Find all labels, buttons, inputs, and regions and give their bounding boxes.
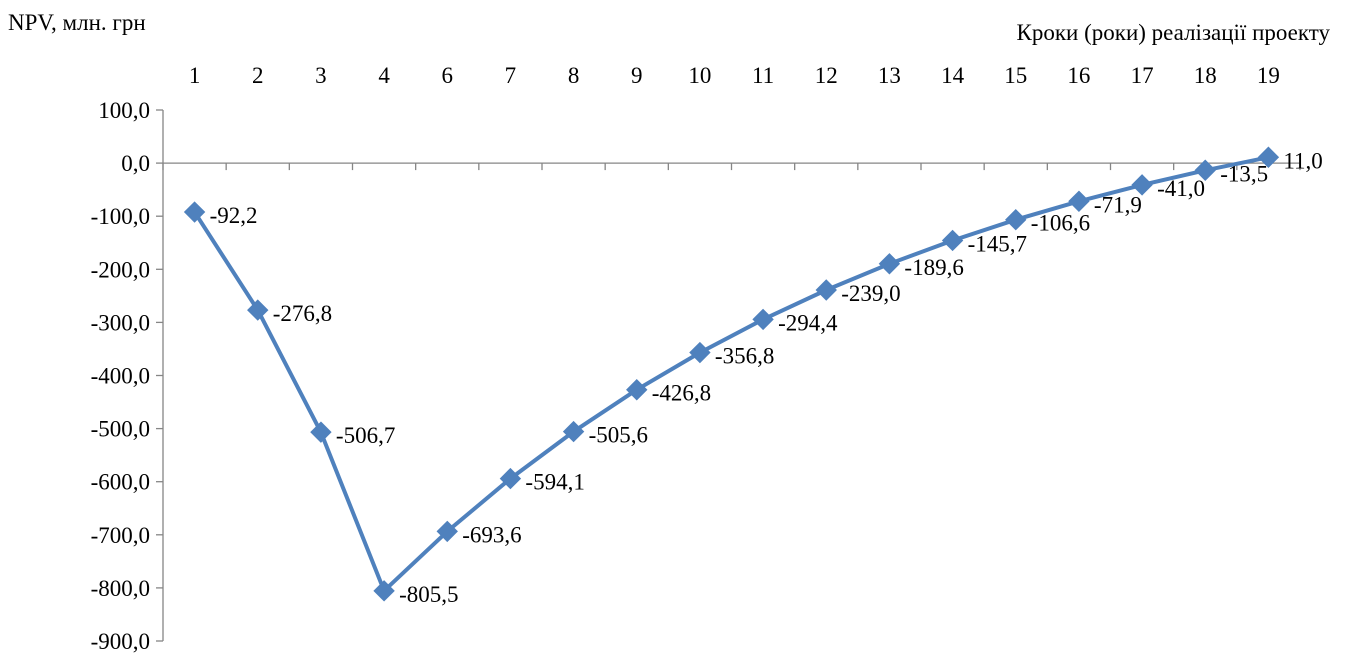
x-tick-label: 18 [1194,63,1217,88]
x-axis-title: Кроки (роки) реалізації проекту [1017,20,1331,45]
y-tick-label: -600,0 [91,470,150,495]
y-tick-label: -900,0 [91,629,150,654]
data-label: -506,7 [336,423,395,448]
x-tick-label: 11 [752,63,774,88]
data-point [878,253,901,275]
data-label: -505,6 [589,423,648,448]
x-tick-label: 12 [815,63,838,88]
data-label: -106,6 [1031,211,1090,236]
y-tick-label: -400,0 [91,364,150,389]
data-point [752,308,774,331]
data-point [1005,208,1027,231]
x-tick-label: 14 [941,63,965,88]
x-tick-label: 2 [252,63,264,88]
x-tick-label: 4 [378,63,390,88]
x-tick-label: 15 [1004,63,1027,88]
data-point [941,229,964,252]
data-point [1131,174,1153,196]
x-tick-label: 19 [1257,63,1280,88]
x-tick-label: 3 [315,63,327,88]
data-label: -92,2 [210,203,258,228]
data-point [1257,146,1280,168]
data-label: -145,7 [968,231,1027,256]
data-label: -13,5 [1220,161,1268,186]
data-label: -189,6 [904,255,963,280]
x-axis: 1 2 3 4 6 7 8 9 10 11 12 13 14 15 16 17 18 19 [162,63,1301,171]
x-tick-label: 9 [631,63,643,88]
data-label: 11,0 [1283,148,1322,173]
x-tick-label: 17 [1131,63,1154,88]
data-point [562,420,585,443]
data-point [626,379,648,401]
series-line [192,155,1269,593]
x-tick-label: 13 [878,63,901,88]
y-tick-label: -300,0 [91,310,150,335]
y-tick-label: 0,0 [121,151,150,176]
y-tick-label: -700,0 [91,523,150,548]
x-tick-label: 1 [189,63,201,88]
data-label: -239,0 [841,281,900,306]
data-point [499,467,522,490]
data-label: -594,1 [525,470,584,495]
npv-series [183,146,1280,602]
x-tick-label: 8 [568,63,580,88]
y-axis-title: NPV, млн. грн [8,10,146,35]
data-point [1194,159,1216,181]
y-tick-label: -500,0 [91,417,150,442]
x-tick-label: 6 [442,63,454,88]
data-label: -356,8 [715,344,774,369]
y-tick-label: -800,0 [91,576,150,601]
x-tick-label: 16 [1067,63,1090,88]
data-label: -41,0 [1157,176,1205,201]
x-tick-label: 7 [505,63,517,88]
data-label: -805,5 [399,582,458,607]
data-label: -276,8 [273,301,332,326]
data-labels: -92,2 -276,8 -506,7 -805,5 -693,6 -594,1-505,… [210,148,1323,607]
y-axis: 100,0 0,0 -100,0 -200,0 -300,0 -400,0 -500,0 -6… [91,98,164,654]
data-label: -294,4 [778,310,838,335]
y-tick-label: -200,0 [91,257,150,282]
y-tick-label: 100,0 [98,98,150,123]
data-label: -71,9 [1094,192,1142,217]
data-point [689,341,711,364]
data-point [815,279,837,301]
data-label: -426,8 [652,381,711,406]
data-point [310,421,332,443]
data-point [1068,190,1090,212]
data-label: -693,6 [462,522,521,547]
data-point [436,520,458,543]
y-tick-label: -100,0 [91,204,150,229]
x-tick-label: 10 [688,63,711,88]
data-point [373,580,395,602]
data-point [183,201,206,223]
data-point [247,299,269,321]
